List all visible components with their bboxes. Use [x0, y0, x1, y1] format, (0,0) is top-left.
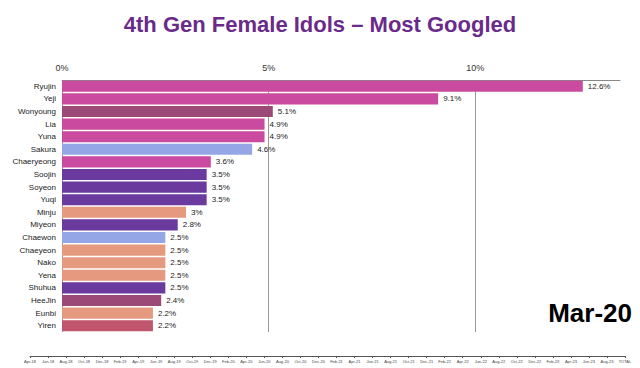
svg-text:Feb-19: Feb-19 — [114, 359, 127, 364]
svg-text:Feb-22: Feb-22 — [438, 359, 451, 364]
svg-text:3.5%: 3.5% — [212, 170, 230, 179]
svg-text:12.6%: 12.6% — [588, 82, 611, 91]
svg-text:2.5%: 2.5% — [170, 283, 188, 292]
svg-text:3.5%: 3.5% — [212, 195, 230, 204]
svg-text:Aug-23: Aug-23 — [601, 359, 615, 364]
svg-text:2.2%: 2.2% — [158, 321, 176, 330]
svg-text:Dec-22: Dec-22 — [528, 359, 542, 364]
svg-text:Oct-18: Oct-18 — [78, 359, 91, 364]
svg-text:2.5%: 2.5% — [170, 258, 188, 267]
svg-text:5.1%: 5.1% — [278, 107, 296, 116]
svg-text:Aug-21: Aug-21 — [384, 359, 398, 364]
svg-text:Apr-21: Apr-21 — [349, 359, 362, 364]
svg-text:2.8%: 2.8% — [183, 220, 201, 229]
svg-text:Minju: Minju — [37, 208, 56, 217]
svg-text:4.6%: 4.6% — [257, 145, 275, 154]
svg-text:4.9%: 4.9% — [270, 132, 288, 141]
svg-text:2.5%: 2.5% — [170, 271, 188, 280]
svg-text:Nako: Nako — [37, 258, 56, 267]
svg-text:Shuhua: Shuhua — [28, 283, 56, 292]
svg-text:5%: 5% — [262, 63, 275, 73]
svg-text:0%: 0% — [55, 63, 68, 73]
svg-text:Dec-20: Dec-20 — [312, 359, 326, 364]
svg-text:Wonyoung: Wonyoung — [18, 107, 56, 116]
svg-text:Dec-19: Dec-19 — [204, 359, 218, 364]
svg-text:Jun-20: Jun-20 — [258, 359, 271, 364]
svg-text:Chaeyeon: Chaeyeon — [20, 246, 56, 255]
svg-text:Aug-20: Aug-20 — [276, 359, 290, 364]
svg-text:Miyeon: Miyeon — [30, 220, 56, 229]
svg-text:HeeJin: HeeJin — [31, 296, 56, 305]
svg-text:Apr-18: Apr-18 — [24, 359, 37, 364]
svg-text:Dec-21: Dec-21 — [420, 359, 434, 364]
svg-text:Yena: Yena — [38, 271, 57, 280]
svg-text:Feb-20: Feb-20 — [222, 359, 235, 364]
svg-text:Dec-18: Dec-18 — [96, 359, 110, 364]
svg-text:Apr-20: Apr-20 — [240, 359, 253, 364]
svg-text:Jun-21: Jun-21 — [366, 359, 379, 364]
svg-text:Yeji: Yeji — [43, 94, 56, 103]
svg-text:3.6%: 3.6% — [216, 157, 234, 166]
svg-text:3.5%: 3.5% — [212, 183, 230, 192]
svg-text:Yuqi: Yuqi — [40, 195, 56, 204]
svg-text:Feb-23: Feb-23 — [547, 359, 560, 364]
svg-text:4th Gen Female Idols – Most Go: 4th Gen Female Idols – Most Googled — [124, 12, 516, 37]
svg-text:Jun-23: Jun-23 — [583, 359, 596, 364]
svg-text:Apr-22: Apr-22 — [457, 359, 470, 364]
svg-text:Soojin: Soojin — [34, 170, 56, 179]
svg-text:2.2%: 2.2% — [158, 309, 176, 318]
svg-text:2.4%: 2.4% — [166, 296, 184, 305]
svg-text:Aug-19: Aug-19 — [168, 359, 182, 364]
svg-text:9.1%: 9.1% — [443, 94, 461, 103]
svg-text:2.5%: 2.5% — [170, 233, 188, 242]
svg-text:Yiren: Yiren — [38, 321, 56, 330]
svg-text:Lia: Lia — [45, 120, 56, 129]
svg-text:Chaeryeong: Chaeryeong — [12, 157, 56, 166]
svg-text:Yuna: Yuna — [38, 132, 57, 141]
svg-text:Sakura: Sakura — [31, 145, 57, 154]
svg-text:2.5%: 2.5% — [170, 246, 188, 255]
svg-text:Oct-20: Oct-20 — [294, 359, 307, 364]
svg-text:Soyeon: Soyeon — [29, 183, 56, 192]
svg-text:3%: 3% — [191, 208, 203, 217]
svg-text:Oct-19: Oct-19 — [186, 359, 199, 364]
svg-text:Jun-22: Jun-22 — [475, 359, 488, 364]
svg-text:Oct-21: Oct-21 — [403, 359, 416, 364]
svg-text:Apr-23: Apr-23 — [565, 359, 578, 364]
svg-text:Jun-19: Jun-19 — [150, 359, 163, 364]
svg-text:Jun-18: Jun-18 — [42, 359, 55, 364]
svg-text:Apr-19: Apr-19 — [132, 359, 145, 364]
svg-text:Mar-20: Mar-20 — [548, 298, 632, 328]
svg-text:4.9%: 4.9% — [270, 120, 288, 129]
svg-text:Aug-22: Aug-22 — [492, 359, 506, 364]
svg-text:Chaewon: Chaewon — [22, 233, 56, 242]
svg-text:TOTAL: TOTAL — [619, 359, 632, 364]
svg-text:10%: 10% — [466, 63, 484, 73]
svg-text:Aug-18: Aug-18 — [60, 359, 74, 364]
svg-text:Oct-22: Oct-22 — [511, 359, 524, 364]
svg-text:Eunbi: Eunbi — [36, 309, 57, 318]
svg-text:Ryujin: Ryujin — [34, 82, 56, 91]
svg-text:Feb-21: Feb-21 — [330, 359, 343, 364]
